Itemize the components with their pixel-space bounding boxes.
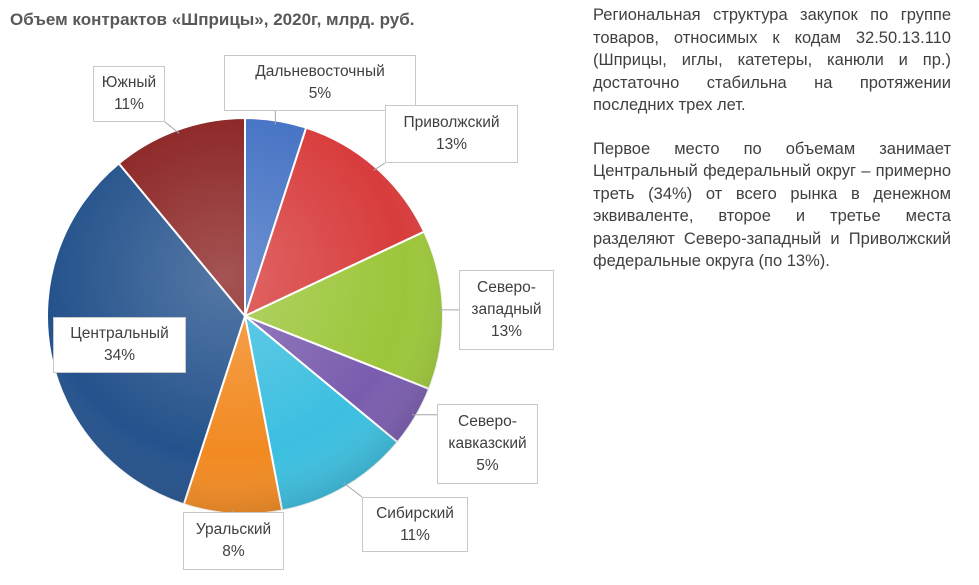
data-label-value: 11% [400,526,430,544]
data-label-name: Сибирский [376,504,454,522]
data-label-дальневосточный: Дальневосточный 5% [224,55,416,111]
leader-line-приволжский [373,162,386,171]
data-label-name: западный [471,301,542,318]
data-label-name: Северо- [458,413,517,430]
description-paragraph-1: Региональная структура закупок по группе… [593,6,951,114]
data-label-уральский: Уральский 8% [183,512,284,570]
data-label-северо-кавказский: Северо-кавказский 5% [437,404,538,484]
data-label-сибирский: Сибирский 11% [362,497,468,552]
data-label-value: 5% [308,85,332,102]
data-label-name: Южный [101,74,157,91]
data-label-name: Дальневосточный [255,63,385,80]
pie-slices [46,116,444,515]
chart-title: Объем контрактов «Шприцы», 2020г, млрд. … [10,10,415,29]
leader-line-южный [164,121,180,134]
data-label-name: Северо- [477,279,536,296]
data-label-центральный: Центральный 34% [53,317,186,373]
data-label-южный: Южный 11% [93,66,165,122]
data-label-name: Приволжский [403,114,500,131]
callout-leaders [164,111,459,512]
leader-line-сибирский [343,482,363,498]
data-label-value: 13% [435,136,468,153]
data-label-value: 11% [114,96,144,113]
description-paragraph-2: Первое место по объемам занимает Централ… [593,139,951,271]
data-label-name: кавказский [448,435,527,452]
data-label-северо-западный: Северо-западный 13% [459,270,554,350]
description-text: Региональная структура закупок по группе… [593,4,951,294]
data-label-value: 13% [490,323,523,340]
data-label-value: 5% [476,457,499,474]
data-label-value: 34% [103,347,136,364]
data-label-name: Уральский [195,521,272,538]
data-label-value: 8% [222,543,245,560]
data-label-name: Центральный [70,325,169,342]
data-label-приволжский: Приволжский 13% [385,105,518,163]
